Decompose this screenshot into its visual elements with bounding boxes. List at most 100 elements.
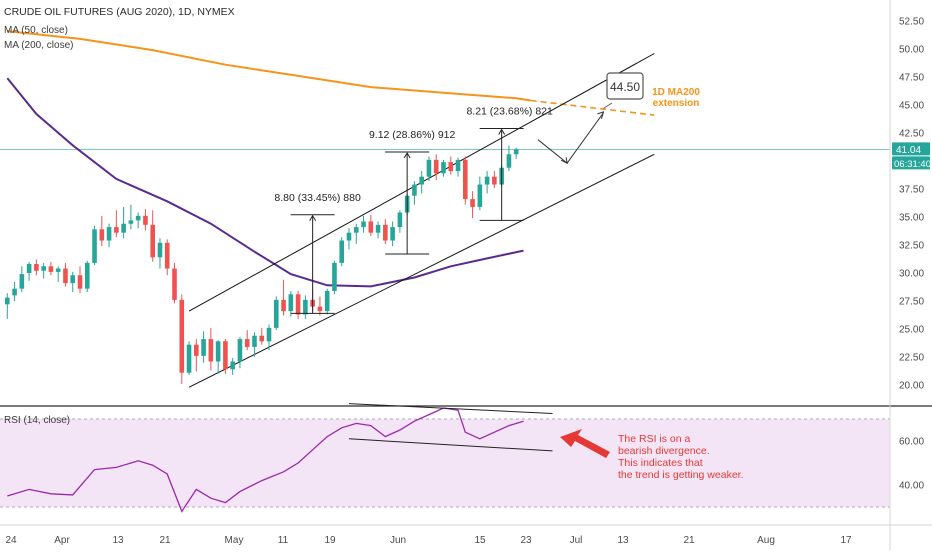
candle (455, 157, 461, 177)
candle-body (34, 264, 39, 271)
candle-body (383, 224, 388, 241)
candle (157, 238, 163, 269)
candle (484, 171, 490, 194)
countdown-value: 06:31:40 (894, 159, 931, 170)
candle (19, 266, 25, 293)
candle (77, 266, 83, 294)
candle-body (361, 221, 366, 228)
candle-body (513, 149, 519, 155)
candle (244, 330, 250, 351)
ma200-extension-line (530, 99, 655, 116)
candle-body (448, 162, 454, 172)
price-tick-label: 32.50 (899, 241, 924, 252)
price-tick-label: 20.00 (899, 381, 924, 392)
candle (433, 154, 439, 181)
target-callout: 44.50 (606, 72, 644, 100)
candle-body (317, 306, 323, 312)
candle-body (303, 299, 308, 315)
rsi-note-line: the trend is getting weaker. (618, 469, 744, 481)
candle (390, 221, 395, 247)
candle (477, 176, 483, 211)
candle (194, 339, 199, 372)
candle-body (390, 227, 395, 241)
price-tick-label: 27.50 (899, 297, 924, 308)
candle (230, 358, 235, 375)
candle (186, 341, 192, 375)
candle (470, 191, 475, 219)
candle-body (375, 224, 381, 233)
candle (397, 210, 403, 233)
candle-body (463, 159, 468, 200)
candle-body (346, 232, 352, 241)
time-tick-label: 21 (159, 535, 171, 546)
candle (41, 262, 46, 279)
candle (215, 340, 221, 374)
candle-body (353, 227, 359, 233)
candle-body (208, 339, 214, 362)
candle (26, 261, 32, 281)
price-tick-label: 52.50 (899, 17, 924, 28)
projection-arrowhead (560, 157, 568, 165)
candle (237, 336, 243, 369)
candle (55, 266, 61, 282)
candle (12, 281, 17, 301)
candle (164, 239, 170, 276)
time-tick-label: 24 (5, 535, 17, 546)
price-tick-label: 45.00 (899, 101, 924, 112)
candle (353, 223, 359, 244)
ma200-line (7, 30, 531, 102)
candle-body (99, 229, 105, 241)
candle (150, 210, 155, 262)
candle-body (55, 268, 61, 272)
candle-body (92, 229, 97, 263)
rsi-note-line: This indicates that (618, 457, 703, 469)
candle-body (259, 335, 265, 342)
target-connector (603, 102, 613, 109)
rsi-legend: RSI (14, close) (4, 415, 70, 426)
rsi-note-arrow (560, 429, 610, 458)
rsi-divergence-upper (348, 403, 553, 414)
ma200-extension-label: extension (653, 98, 700, 109)
candle-body (77, 275, 83, 289)
ma200-extension-label: 1D MA200 (652, 87, 700, 98)
candle (179, 294, 185, 384)
candle-body (12, 288, 17, 296)
candle (48, 261, 54, 276)
candle (288, 290, 294, 317)
candle (332, 260, 337, 295)
candle (412, 181, 417, 205)
candle (106, 223, 112, 248)
price-tick-label: 22.50 (899, 353, 924, 364)
candle (121, 206, 126, 239)
candle-body (48, 266, 54, 272)
last-price-tag (892, 142, 930, 156)
candle (346, 228, 352, 250)
price-tick-label: 50.00 (899, 45, 924, 56)
candle (383, 219, 388, 244)
candle (266, 324, 272, 351)
candle-body (215, 341, 221, 362)
candle-body (433, 159, 439, 174)
candle (201, 331, 206, 363)
candle (135, 212, 141, 229)
candle (426, 156, 432, 182)
candle-body (223, 341, 228, 370)
last-price-value: 41.04 (896, 145, 921, 156)
countdown-tag (892, 156, 930, 170)
candle-body (84, 262, 90, 289)
candle-body (426, 159, 432, 177)
price-range-measure: 8.21 (23.68%) 821 (466, 106, 553, 221)
ma50-line (6, 77, 524, 288)
candle-body (128, 220, 134, 224)
candle (441, 159, 446, 177)
candle (70, 271, 76, 293)
candle-body (506, 154, 512, 168)
candle-body (477, 184, 483, 207)
time-tick-label: 21 (683, 535, 695, 546)
candle-body (419, 176, 424, 185)
candle (303, 295, 308, 319)
candle (34, 259, 39, 276)
rsi-tick-label: 40.00 (899, 481, 924, 492)
